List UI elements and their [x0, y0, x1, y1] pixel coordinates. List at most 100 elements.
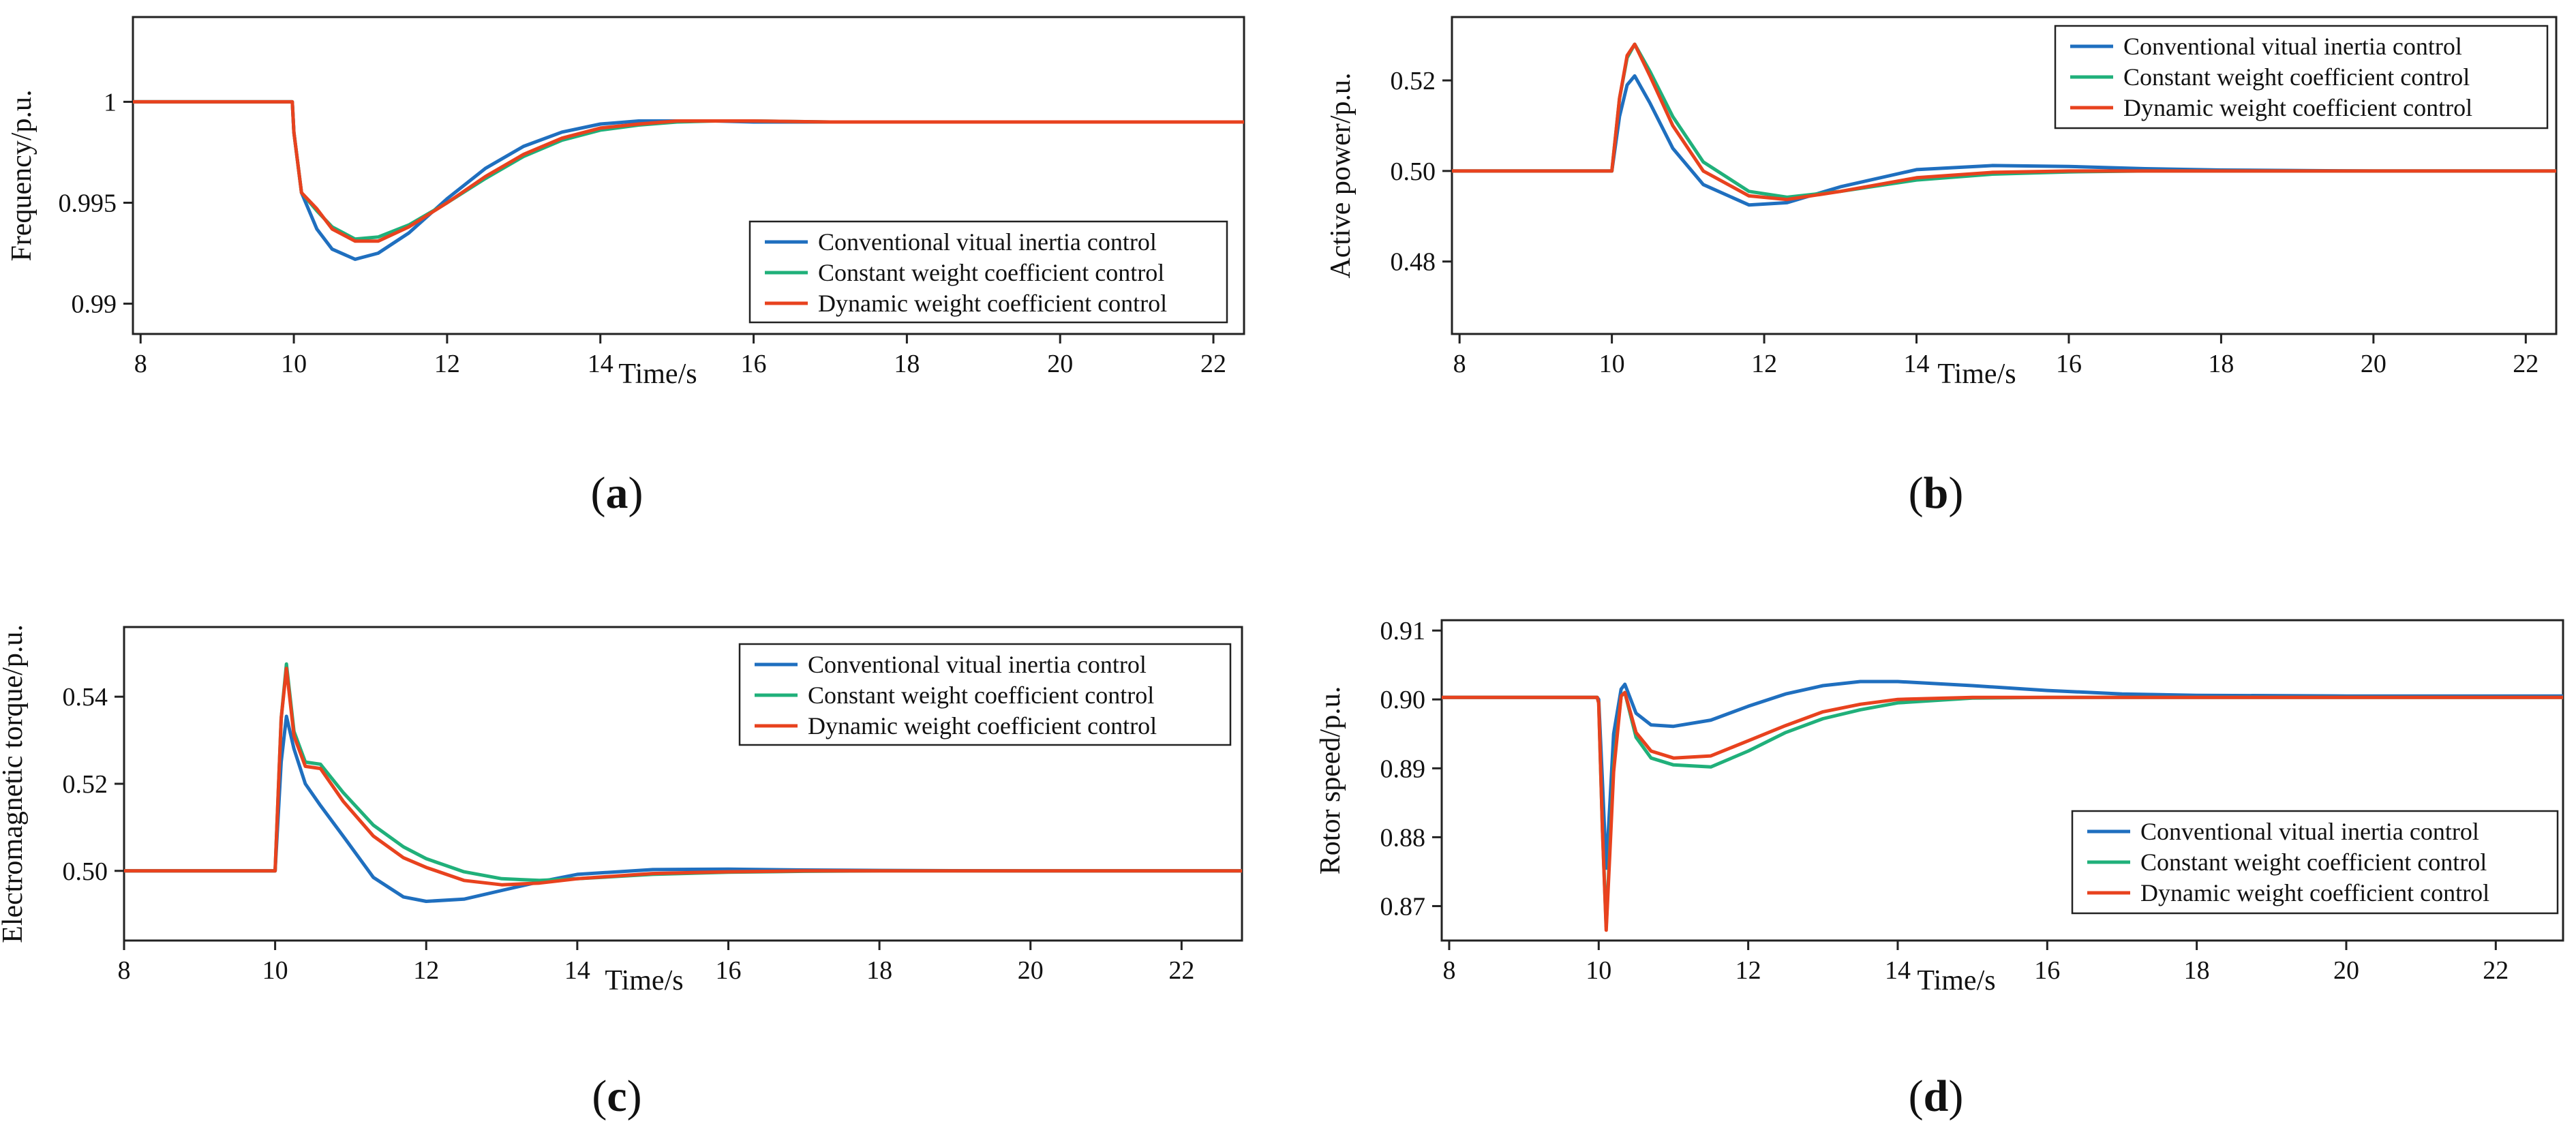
y-tick-label: 0.52: [1391, 67, 1436, 95]
x-tick-label: 20: [2361, 350, 2386, 378]
legend: Conventional vitual inertia control Const…: [748, 220, 1228, 324]
chart-panel-c: 8 10 12 14 16 18 20 22 0.50 0.52 0.54 Time/s Electro…: [0, 624, 1243, 1121]
legend-label: Conventional vitual inertia control: [2123, 33, 2462, 60]
x-tick-label: 8: [1442, 956, 1455, 985]
y-tick-label: 0.91: [1380, 617, 1426, 645]
y-tick-label: 0.995: [59, 189, 117, 217]
plot-frame: [132, 16, 1245, 335]
panel-caption: (c): [592, 1071, 641, 1121]
chart-panel-b: 8 10 12 14 16 18 20 22 0.48 0.50 0.52 Time/s Active …: [1325, 16, 2558, 518]
x-tick-label: 18: [2208, 350, 2234, 378]
caption-open: (: [591, 468, 606, 518]
series-line-conventional: [1452, 74, 2556, 207]
x-tick-label: 10: [262, 956, 288, 985]
series-line-dynamic: [1452, 42, 2556, 202]
chart-panel-d: 8 10 12 14 16 18 20 22 0.87 0.88 0.89 0.90 0.91 Time/…: [1315, 617, 2564, 1121]
legend-label: Conventional vitual inertia control: [2140, 818, 2479, 845]
caption-open: (: [1909, 468, 1924, 518]
y-tick-label: 0.50: [63, 857, 108, 886]
x-tick-label: 14: [564, 956, 590, 985]
x-tick-label: 20: [1018, 956, 1044, 985]
x-tick-label: 12: [434, 350, 460, 378]
y-axis-label: Active power/p.u.: [1325, 72, 1357, 278]
chart-panel-a: 8 10 12 14 16 18 20 22 0.99 0.995 1 Time/s Frequency…: [6, 16, 1245, 518]
series-line-dynamic: [133, 100, 1244, 243]
legend-label: Dynamic weight coefficient control: [808, 712, 1157, 739]
x-tick-label: 20: [2333, 956, 2359, 985]
y-tick-label: 0.54: [63, 683, 108, 712]
x-tick-label: 16: [741, 350, 767, 378]
x-tick-label: 22: [1168, 956, 1194, 985]
legend-label: Dynamic weight coefficient control: [2123, 94, 2472, 121]
x-tick-label: 8: [1453, 350, 1466, 378]
x-tick-label: 8: [134, 350, 147, 378]
x-tick-label: 14: [1904, 350, 1930, 378]
panel-caption: (a): [591, 468, 643, 518]
legend-label: Conventional vitual inertia control: [818, 228, 1157, 256]
series-group: [124, 662, 1242, 903]
x-tick-label: 14: [1885, 956, 1911, 985]
legend: Conventional vitual inertia control Const…: [738, 643, 1232, 746]
x-tick-label: 12: [1736, 956, 1761, 985]
plot-frame: [1440, 619, 2564, 942]
legend-label: Constant weight coefficient control: [808, 682, 1154, 709]
legend-label: Constant weight coefficient control: [818, 259, 1164, 286]
y-tick-label: 0.88: [1380, 823, 1426, 852]
x-tick-label: 10: [1586, 956, 1611, 985]
legend-label: Dynamic weight coefficient control: [2140, 879, 2489, 906]
caption-letter: a: [606, 468, 628, 518]
legend-label: Constant weight coefficient control: [2123, 63, 2470, 91]
series-line-dynamic: [124, 667, 1242, 887]
series-group: [1442, 680, 2563, 932]
y-tick-label: 0.99: [72, 290, 117, 319]
legend-box: [2071, 810, 2559, 915]
panel-caption: (b): [1909, 468, 1964, 518]
x-tick-label: 20: [1047, 350, 1073, 378]
series-line-dynamic: [1442, 690, 2563, 932]
plot-frame: [1451, 16, 2558, 335]
caption-letter: c: [607, 1071, 626, 1121]
x-tick-label: 22: [2513, 350, 2539, 378]
y-tick-label: 0.50: [1391, 157, 1436, 186]
caption-close: ): [1948, 1071, 1963, 1121]
x-tick-label: 22: [2483, 956, 2509, 985]
x-axis-label: Time/s: [618, 358, 697, 390]
x-tick-label: 18: [866, 956, 892, 985]
x-tick-label: 16: [2034, 956, 2060, 985]
series-group: [133, 100, 1244, 261]
x-tick-label: 18: [2184, 956, 2210, 985]
x-tick-label: 8: [118, 956, 131, 985]
legend-box: [738, 643, 1232, 746]
x-tick-label: 22: [1200, 350, 1226, 378]
legend-label: Conventional vitual inertia control: [808, 651, 1147, 678]
x-axis-label: Time/s: [1917, 965, 1995, 996]
legend: Conventional vitual inertia control Const…: [2071, 810, 2559, 915]
caption-close: ): [1948, 468, 1963, 518]
series-group: [1452, 42, 2556, 207]
caption-letter: d: [1924, 1071, 1949, 1121]
caption-open: (: [1909, 1071, 1924, 1121]
y-tick-label: 0.90: [1380, 686, 1426, 714]
panel-caption: (d): [1909, 1071, 1964, 1121]
x-tick-label: 10: [281, 350, 307, 378]
x-tick-label: 16: [715, 956, 741, 985]
x-tick-label: 10: [1599, 350, 1625, 378]
caption-close: ): [627, 1071, 642, 1121]
x-tick-label: 12: [413, 956, 439, 985]
series-line-conventional: [1442, 680, 2563, 870]
y-tick-label: 0.48: [1391, 248, 1436, 277]
caption-open: (: [592, 1071, 607, 1121]
x-axis-label: Time/s: [605, 965, 683, 996]
y-tick-label: 1: [104, 88, 117, 117]
legend-label: Constant weight coefficient control: [2140, 849, 2487, 876]
legend-label: Dynamic weight coefficient control: [818, 290, 1167, 317]
y-tick-label: 0.87: [1380, 892, 1426, 921]
x-tick-label: 18: [894, 350, 920, 378]
legend-box: [748, 220, 1228, 324]
x-tick-label: 12: [1751, 350, 1777, 378]
y-tick-label: 0.52: [63, 770, 108, 799]
y-axis-label: Electromagnetic torque/p.u.: [0, 624, 29, 943]
y-axis-label: Frequency/p.u.: [6, 90, 37, 262]
legend: Conventional vitual inertia control Const…: [2054, 25, 2549, 129]
